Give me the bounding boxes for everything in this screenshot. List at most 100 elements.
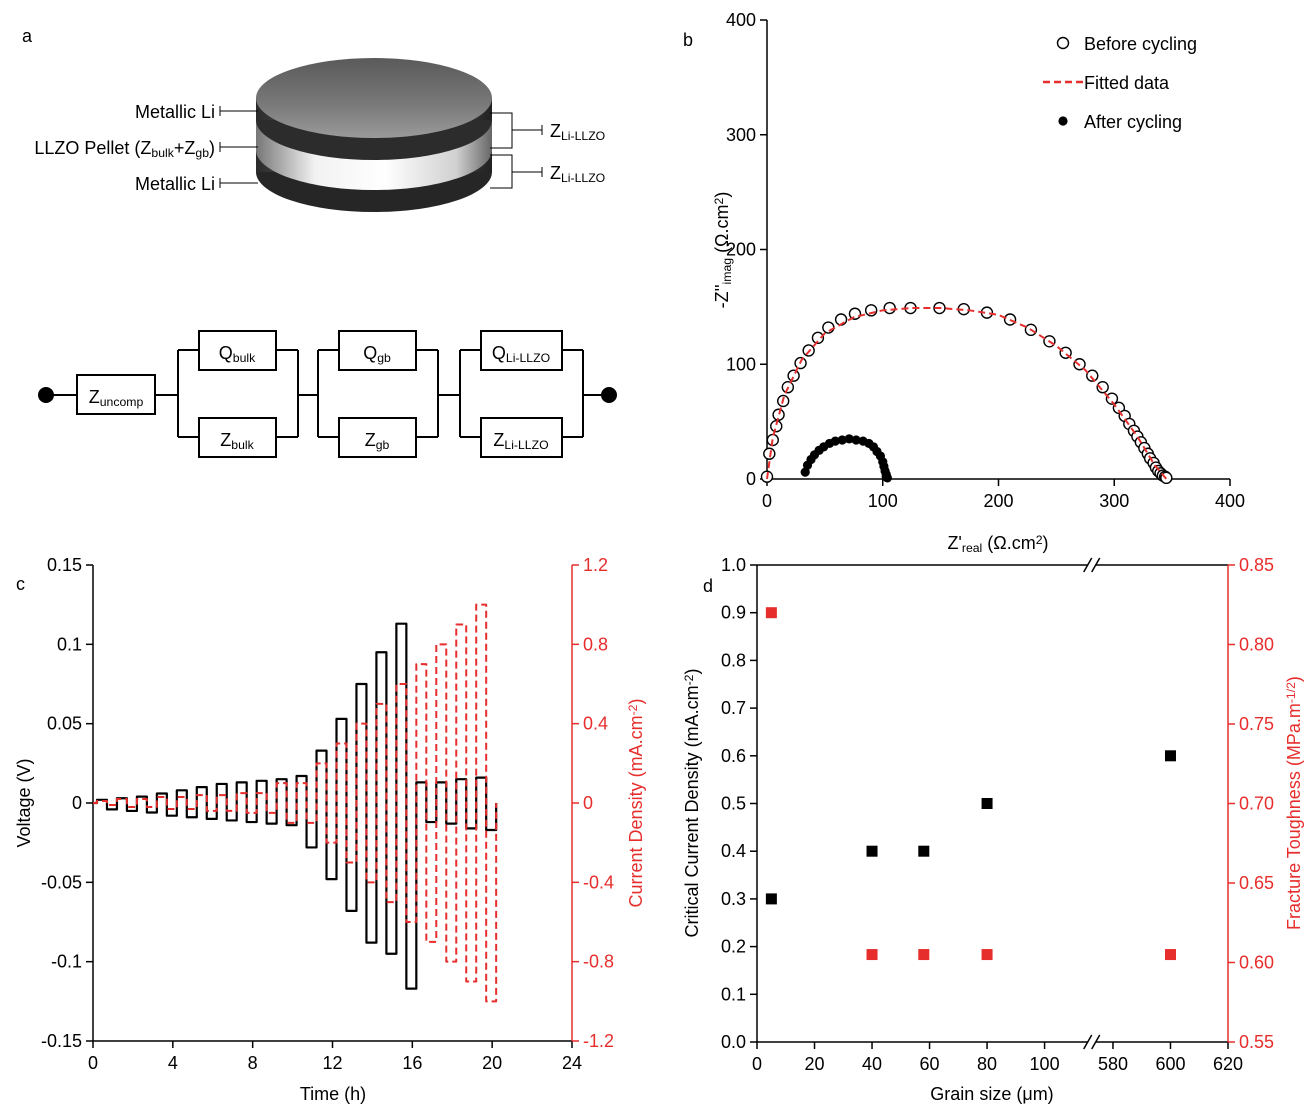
axis-break — [1091, 1034, 1101, 1050]
y2-tick-label: 0 — [583, 793, 593, 813]
panel-label: b — [683, 30, 693, 50]
y2-tick-label: -1.2 — [583, 1031, 614, 1051]
y-tick-label: 300 — [726, 125, 756, 145]
element-label: Zuncomp — [89, 387, 144, 409]
text-part: Metallic Li — [135, 102, 215, 122]
y-tick-label: 0.2 — [721, 937, 746, 957]
x-tick-label: 100 — [868, 491, 898, 511]
x-tick-label: 8 — [248, 1053, 258, 1073]
leaders — [219, 106, 543, 189]
y-tick-label: 100 — [726, 354, 756, 374]
legend-label: Before cycling — [1084, 34, 1197, 54]
axis-break — [1083, 557, 1093, 573]
interface-label: ZLi-LLZO — [550, 163, 605, 185]
y2-tick-label: -0.4 — [583, 872, 614, 892]
data-point — [1086, 369, 1099, 382]
legend-label: After cycling — [1084, 112, 1182, 132]
data-point — [1096, 381, 1109, 394]
axis-break — [1091, 557, 1101, 573]
data-point — [981, 798, 993, 809]
element-box — [198, 417, 277, 458]
text-part: (Ω.cm — [982, 533, 1035, 553]
y-tick-label: 0.5 — [721, 794, 746, 814]
data-point — [770, 420, 783, 433]
cell-label: Metallic Li — [135, 102, 215, 122]
y2-tick-label: 0.85 — [1239, 555, 1274, 575]
text-part: +Z — [174, 138, 196, 158]
y-tick-label: 0 — [72, 793, 82, 813]
data-point — [787, 369, 800, 382]
text-part: bulk — [151, 146, 174, 160]
y2-tick-label: 0.80 — [1239, 635, 1274, 655]
element-box — [480, 417, 563, 458]
legend-marker — [1056, 36, 1070, 50]
text-part: 2 — [1036, 533, 1043, 547]
text-part: -1/2 — [1284, 682, 1298, 703]
text-part: Q — [363, 343, 377, 363]
x-tick-label: 4 — [168, 1053, 178, 1073]
text-part: ) — [1043, 533, 1049, 553]
element-box — [480, 330, 563, 371]
y-tick-label: 0.9 — [721, 603, 746, 623]
x-tick-label: 600 — [1155, 1054, 1185, 1074]
y2-tick-label: 0.8 — [583, 634, 608, 654]
y2-tick-label: 0.65 — [1239, 873, 1274, 893]
y2-tick-label: 1.2 — [583, 555, 608, 575]
text-part: Z — [550, 121, 561, 141]
cell-label: Metallic Li — [135, 174, 215, 194]
x-tick-label: 40 — [862, 1054, 882, 1074]
wire — [46, 349, 609, 438]
text-part: Metallic Li — [135, 174, 215, 194]
y-tick-label: 0 — [746, 469, 756, 489]
element-label: QLi-LLZO — [492, 343, 550, 365]
y-tick-label: 0.0 — [721, 1032, 746, 1052]
element-label: ZLi-LLZO — [493, 430, 548, 452]
x-tick-label: 0 — [88, 1053, 98, 1073]
axis-break — [1083, 1034, 1093, 1050]
text-part: ) — [682, 669, 702, 675]
legend-marker — [1058, 116, 1068, 126]
text-part: Z' — [947, 533, 961, 553]
y-tick-label: 200 — [726, 240, 756, 260]
data-point — [765, 893, 777, 905]
y2-tick-label: -0.8 — [583, 952, 614, 972]
y-axis-title: Critical Current Density (mA.cm-2) — [682, 669, 702, 938]
text-part: -2 — [626, 704, 640, 715]
data-point — [883, 301, 896, 315]
x-tick-label: 16 — [402, 1053, 422, 1073]
x-axis-title: Z'real (Ω.cm2) — [947, 533, 1048, 555]
disc — [256, 58, 492, 138]
data-point — [866, 845, 878, 857]
bracket — [490, 112, 543, 149]
y-axis-title: -Z''imag (Ω.cm2) — [712, 192, 734, 309]
y2-tick-label: 0.70 — [1239, 794, 1274, 814]
text-part: ) — [209, 138, 215, 158]
text-part: bulk — [231, 438, 254, 452]
x-tick-label: 20 — [482, 1053, 502, 1073]
text-part: Li-LLZO — [506, 351, 550, 365]
data-point — [866, 949, 878, 961]
text-part: gb — [377, 351, 391, 365]
text-part: ) — [712, 192, 732, 198]
x-tick-label: 80 — [977, 1054, 997, 1074]
fit-line — [766, 307, 1168, 480]
text-part: Z — [89, 387, 100, 407]
interface-label: ZLi-LLZO — [550, 121, 605, 143]
text-part: -2 — [682, 674, 696, 685]
y-tick-label: 0.8 — [721, 650, 746, 670]
y-tick-label: -0.1 — [51, 952, 82, 972]
data-point — [765, 607, 777, 619]
y-tick-label: 0.15 — [47, 555, 82, 575]
data-point — [864, 304, 878, 317]
text-part: imag — [720, 258, 734, 285]
text-part: Z — [550, 163, 561, 183]
data-point — [763, 447, 776, 460]
data-point — [811, 331, 825, 345]
y2-tick-label: 0.55 — [1239, 1032, 1274, 1052]
x-tick-label: 300 — [1099, 491, 1129, 511]
element-box — [338, 330, 417, 371]
element-label: Zbulk — [220, 430, 254, 452]
y-tick-label: 0.05 — [47, 714, 82, 734]
text-part: Q — [492, 343, 506, 363]
text-part: (Ω.cm — [712, 204, 732, 257]
